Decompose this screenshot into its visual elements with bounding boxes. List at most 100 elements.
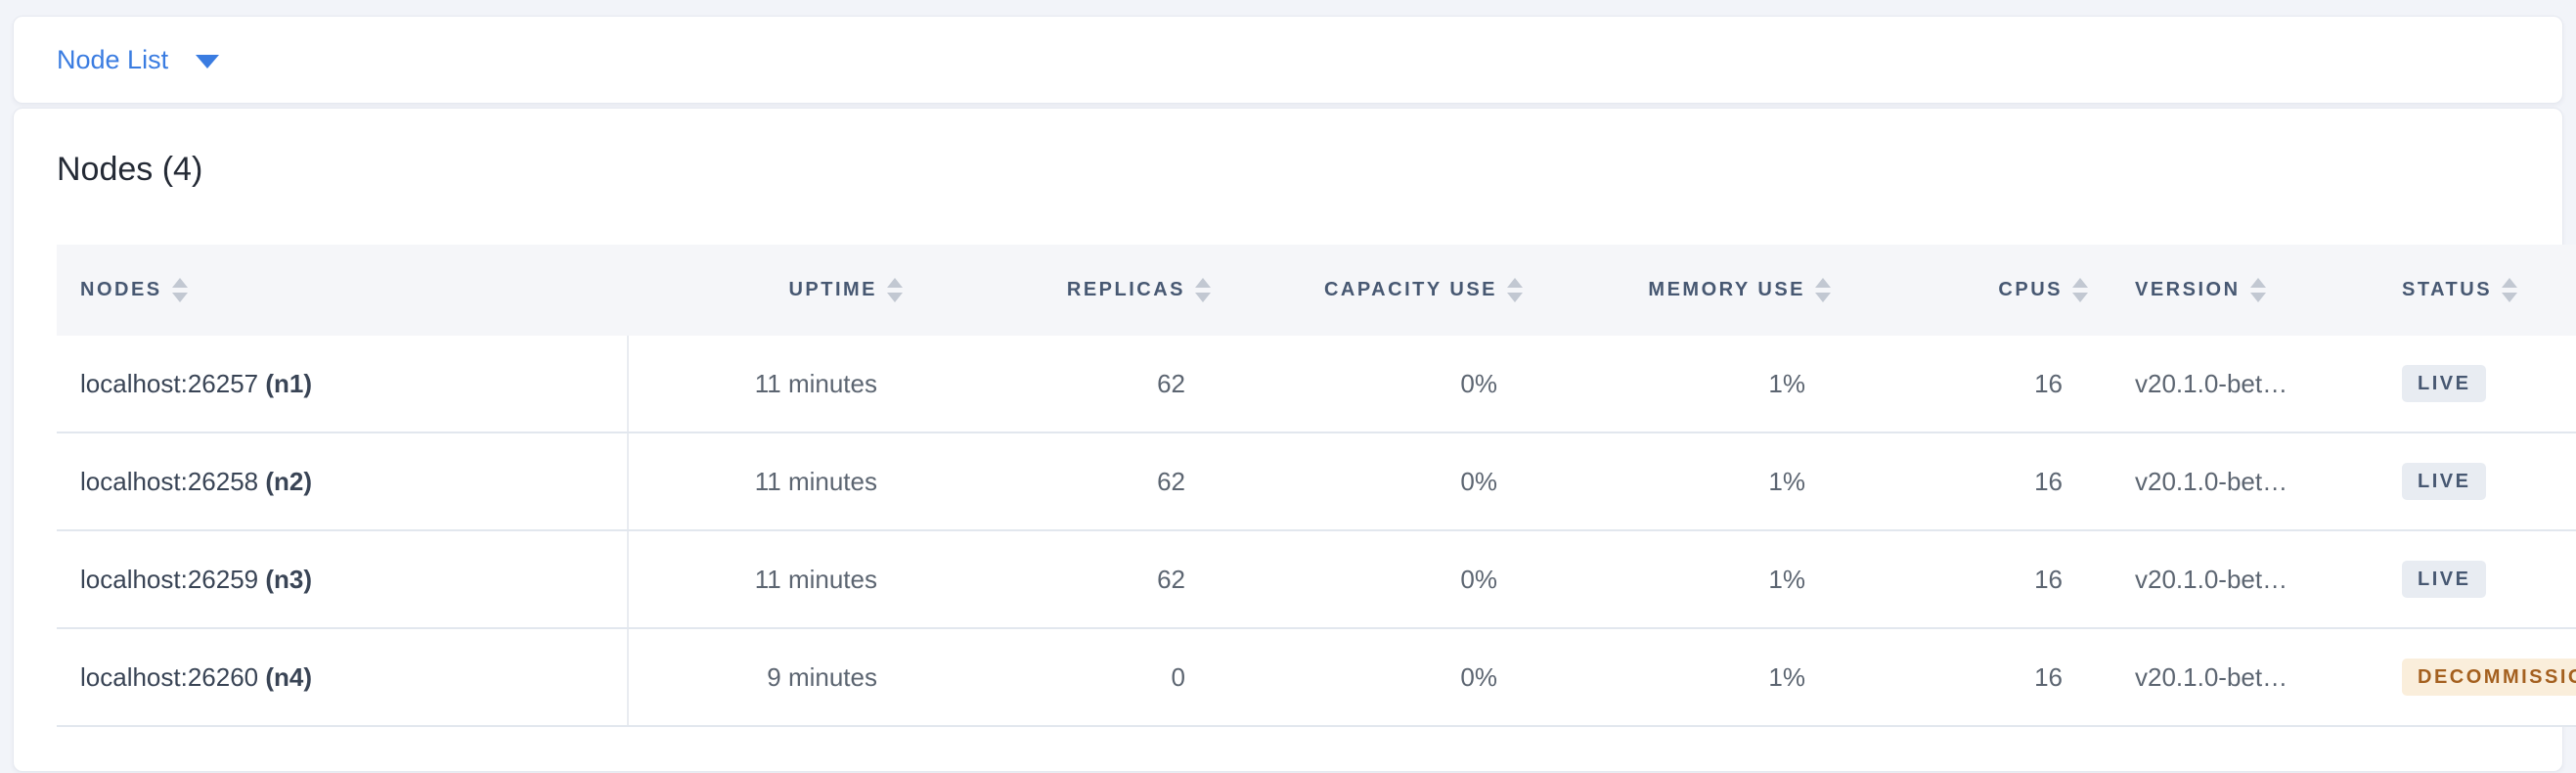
node-name-cell[interactable]: localhost:26259 (n3): [57, 530, 629, 629]
sort-up-icon: [1815, 278, 1831, 288]
column-header-nodes[interactable]: NODES: [57, 245, 628, 336]
status-cell: LIVE: [2378, 336, 2576, 433]
sort-arrows-icon: [171, 278, 188, 302]
column-header-inner: STATUS: [2402, 277, 2576, 303]
node-row: localhost:26259 (n3) 11 minutes 62 0% 1% 16 v2…: [57, 530, 2576, 629]
node-id: (n2): [265, 466, 313, 496]
version-cell: v20.1.0-bet…: [2111, 628, 2378, 727]
memory_use-cell: 1%: [1546, 628, 1854, 727]
uptime-cell: 11 minutes: [628, 432, 926, 531]
column-header-inner: CAPACITY USE: [1258, 277, 1523, 303]
column-header-inner: UPTIME: [651, 277, 903, 303]
node-name-cell[interactable]: localhost:26258 (n2): [57, 432, 629, 531]
sort-down-icon: [887, 293, 903, 302]
node-name-cell[interactable]: localhost:26257 (n1): [57, 336, 629, 433]
cpus-cell: 16: [1854, 628, 2111, 727]
node-id: (n1): [265, 368, 313, 398]
sort-up-icon: [887, 278, 903, 288]
column-label-status: STATUS: [2402, 279, 2493, 300]
memory_use-cell: 1%: [1546, 530, 1854, 629]
memory_use-cell: 1%: [1546, 432, 1854, 531]
replicas-cell: 0: [926, 628, 1234, 727]
cpus-cell: 16: [1854, 336, 2111, 433]
column-header-uptime[interactable]: UPTIME: [628, 245, 926, 336]
column-header-status[interactable]: STATUS: [2378, 245, 2576, 336]
node-name-cell[interactable]: localhost:26260 (n4): [57, 628, 629, 727]
status-badge: DECOMMISSIONING: [2402, 659, 2576, 696]
version-cell: v20.1.0-bet…: [2111, 530, 2378, 629]
sort-arrows-icon: [1815, 278, 1831, 302]
sort-up-icon: [1195, 278, 1211, 288]
table-header: NODES UPTIME REPLICAS CAPACITY USE MEMORY US…: [57, 245, 2576, 336]
uptime-cell: 9 minutes: [628, 628, 926, 727]
replicas-cell: 62: [926, 336, 1234, 433]
memory_use-cell: 1%: [1546, 336, 1854, 433]
status-badge: LIVE: [2402, 365, 2487, 402]
column-label-replicas: REPLICAS: [1066, 279, 1185, 300]
column-header-capacity_use[interactable]: CAPACITY USE: [1234, 245, 1546, 336]
sort-up-icon: [2502, 278, 2518, 288]
uptime-cell: 11 minutes: [628, 336, 926, 433]
node-id: (n4): [265, 661, 313, 692]
replicas-cell: 62: [926, 530, 1234, 629]
node-row: localhost:26257 (n1) 11 minutes 62 0% 1% 16 v2…: [57, 336, 2576, 433]
node-row: localhost:26260 (n4) 9 minutes 0 0% 1% 16 v20.…: [57, 628, 2576, 727]
capacity_use-cell: 0%: [1234, 628, 1546, 727]
node-list-table: NODES UPTIME REPLICAS CAPACITY USE MEMORY US…: [57, 245, 2576, 727]
node-address: localhost:26257: [80, 368, 259, 398]
column-header-cpus[interactable]: CPUS: [1854, 245, 2111, 336]
header-row: NODES UPTIME REPLICAS CAPACITY USE MEMORY US…: [57, 245, 2576, 336]
node-address: localhost:26258: [80, 466, 259, 496]
cpus-cell: 16: [1854, 432, 2111, 531]
sort-down-icon: [2249, 293, 2266, 302]
capacity_use-cell: 0%: [1234, 336, 1546, 433]
nodes-card: Nodes (4) NODES UPTIME REPLICAS CAPACITY US…: [13, 108, 2576, 772]
column-header-replicas[interactable]: REPLICAS: [926, 245, 1234, 336]
column-label-uptime: UPTIME: [788, 279, 877, 300]
column-header-memory_use[interactable]: MEMORY USE: [1546, 245, 1854, 336]
sort-up-icon: [1507, 278, 1523, 288]
column-label-cpus: CPUS: [1998, 279, 2063, 300]
sort-down-icon: [1195, 293, 1211, 302]
column-label-nodes: NODES: [80, 279, 162, 300]
view-dropdown-label: Node List: [57, 44, 169, 74]
uptime-cell: 11 minutes: [628, 530, 926, 629]
node-row: localhost:26258 (n2) 11 minutes 62 0% 1% 16 v2…: [57, 432, 2576, 531]
sort-arrows-icon: [2249, 278, 2266, 302]
node-address: localhost:26259: [80, 564, 259, 594]
capacity_use-cell: 0%: [1234, 432, 1546, 531]
sort-down-icon: [1815, 293, 1831, 302]
status-cell: LIVE: [2378, 530, 2576, 629]
sort-up-icon: [171, 278, 188, 288]
column-header-version[interactable]: VERSION: [2111, 245, 2378, 336]
sort-arrows-icon: [2072, 278, 2088, 302]
capacity_use-cell: 0%: [1234, 530, 1546, 629]
sort-down-icon: [2502, 293, 2518, 302]
table-body: localhost:26257 (n1) 11 minutes 62 0% 1% 16 v2…: [57, 336, 2576, 727]
sort-arrows-icon: [2502, 278, 2518, 302]
sort-arrows-icon: [887, 278, 903, 302]
replicas-cell: 62: [926, 432, 1234, 531]
sort-down-icon: [2072, 293, 2088, 302]
sort-up-icon: [2072, 278, 2088, 288]
status-badge: LIVE: [2402, 561, 2487, 598]
column-header-inner: VERSION: [2135, 277, 2355, 303]
column-header-inner: CPUS: [1878, 277, 2088, 303]
column-label-capacity_use: CAPACITY USE: [1323, 279, 1497, 300]
sort-arrows-icon: [1507, 278, 1523, 302]
version-cell: v20.1.0-bet…: [2111, 432, 2378, 531]
column-label-version: VERSION: [2135, 279, 2241, 300]
sort-up-icon: [2249, 278, 2266, 288]
status-cell: LIVE: [2378, 432, 2576, 531]
status-badge: LIVE: [2402, 463, 2487, 500]
node-address: localhost:26260: [80, 661, 259, 692]
node-id: (n3): [265, 564, 313, 594]
column-header-inner: NODES: [80, 277, 604, 303]
column-header-inner: REPLICAS: [950, 277, 1211, 303]
cpus-cell: 16: [1854, 530, 2111, 629]
column-header-inner: MEMORY USE: [1570, 277, 1831, 303]
column-label-memory_use: MEMORY USE: [1648, 279, 1805, 300]
nodes-count-title: Nodes (4): [57, 151, 203, 188]
view-dropdown[interactable]: Node List: [57, 44, 220, 74]
chevron-down-icon: [196, 54, 220, 68]
